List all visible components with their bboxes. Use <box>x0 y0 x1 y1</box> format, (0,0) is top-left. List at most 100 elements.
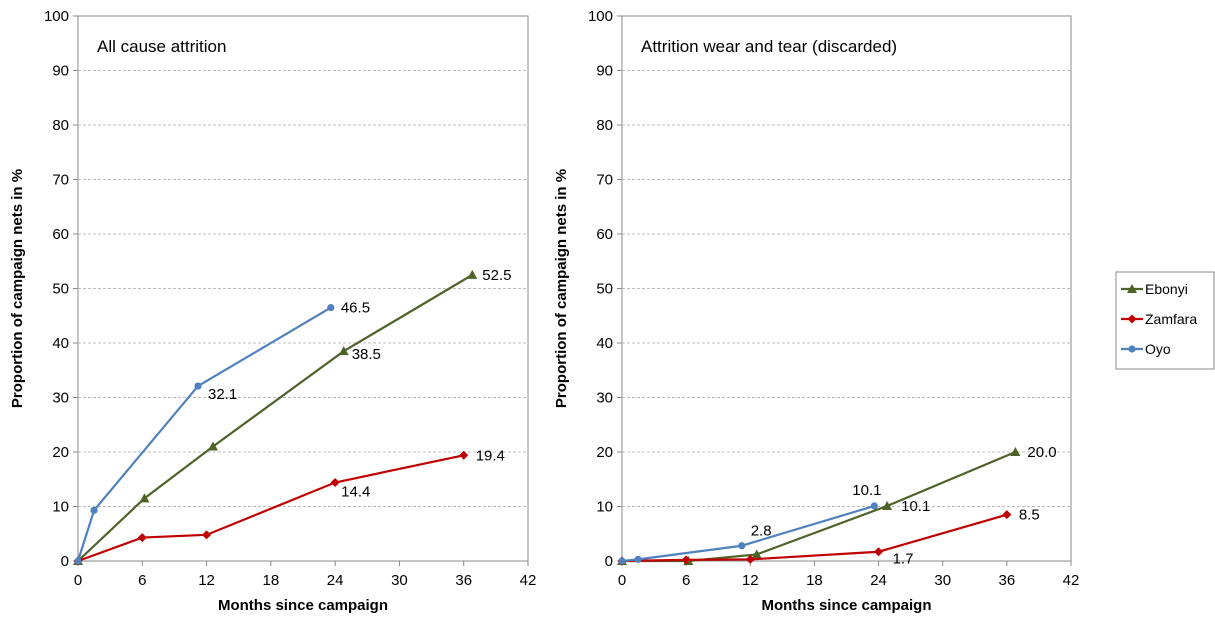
data-point-oyo <box>870 502 878 510</box>
data-point-ebonyi <box>467 269 478 279</box>
y-tick-label: 100 <box>588 8 613 25</box>
y-tick-label: 20 <box>596 444 613 461</box>
data-point-ebonyi <box>139 493 150 503</box>
data-point-oyo <box>74 557 82 565</box>
chart-1: 0 10 20 30 40 50 60 70 80 90 100 0 6 12 18 24 30 36 42 Mont… <box>9 8 536 614</box>
chart-title: Attrition wear and tear (discarded) <box>641 37 897 56</box>
chart-title: All cause attrition <box>97 37 226 56</box>
data-point-ebonyi <box>751 549 762 559</box>
legend-swatch-marker <box>1128 345 1136 353</box>
data-label: 38.5 <box>352 346 381 363</box>
data-point-ebonyi <box>882 500 893 510</box>
legend-swatch-marker <box>1127 314 1137 324</box>
y-tick-label: 80 <box>596 117 613 134</box>
data-label: 10.1 <box>852 482 881 499</box>
x-tick-label: 36 <box>455 572 472 589</box>
data-label: 20.0 <box>1027 444 1056 461</box>
y-tick-label: 60 <box>52 226 69 243</box>
y-tick-label: 50 <box>596 281 613 298</box>
chart-2: 0 10 20 30 40 50 60 70 80 90 100 0 6 12 18 24 30 36 42 Mont… <box>553 8 1079 614</box>
y-tick-label: 70 <box>596 172 613 189</box>
data-point-zamfara <box>681 555 691 565</box>
y-tick-label: 60 <box>596 226 613 243</box>
x-tick-label: 18 <box>806 572 823 589</box>
x-axis-title: Months since campaign <box>761 597 931 614</box>
data-point-ebonyi <box>338 346 349 356</box>
series-line-oyo <box>76 306 332 562</box>
series-zamfara: 14.4 19.4 <box>73 447 505 566</box>
data-point-oyo <box>327 303 335 312</box>
data-point-oyo <box>634 555 642 563</box>
x-tick-label: 42 <box>520 572 537 589</box>
y-tick-label: 40 <box>596 335 613 352</box>
data-point-oyo <box>618 557 626 565</box>
y-tick-label: 70 <box>52 172 69 189</box>
y-tick-label: 10 <box>52 499 69 516</box>
x-tick-label: 30 <box>934 572 951 589</box>
data-point-zamfara <box>330 478 340 488</box>
series-ebonyi: 10.1 20.0 <box>617 444 1057 565</box>
data-label: 10.1 <box>901 498 930 515</box>
x-tick-label: 42 <box>1063 572 1080 589</box>
series-line-oyo <box>621 504 875 563</box>
y-axis-title: Proportion of campaign nets in % <box>553 169 570 408</box>
data-label: 14.4 <box>341 484 370 501</box>
y-tick-label: 90 <box>596 63 613 80</box>
y-tick-label: 80 <box>52 117 69 134</box>
legend: Ebonyi Zamfara Oyo <box>1115 271 1215 370</box>
data-point-zamfara <box>745 554 755 564</box>
x-tick-label: 36 <box>999 572 1016 589</box>
y-tick-label: 30 <box>596 390 613 407</box>
series-line-zamfara <box>77 454 464 563</box>
y-tick-label: 0 <box>605 553 613 570</box>
data-point-oyo <box>194 382 202 390</box>
x-tick-label: 18 <box>263 572 280 589</box>
data-point-oyo <box>738 542 746 550</box>
data-point-ebonyi <box>1010 447 1021 456</box>
data-point-zamfara <box>1002 510 1012 520</box>
legend-label: Oyo <box>1145 341 1171 357</box>
data-point-oyo <box>90 506 98 514</box>
data-point-zamfara <box>137 533 147 543</box>
data-label: 19.4 <box>476 447 505 464</box>
data-point-zamfara <box>202 530 212 540</box>
series-line-ebonyi <box>77 273 473 562</box>
y-tick-label: 90 <box>52 63 69 80</box>
y-tick-label: 20 <box>52 444 69 461</box>
data-point-zamfara <box>459 450 469 460</box>
series-ebonyi: 38.5 52.5 <box>73 267 511 565</box>
legend-item-oyo: Oyo <box>1121 341 1171 357</box>
x-tick-label: 6 <box>682 572 690 589</box>
x-tick-label: 24 <box>870 572 887 589</box>
y-tick-label: 50 <box>52 281 69 298</box>
legend-swatch-marker <box>1127 284 1137 293</box>
legend-item-ebonyi: Ebonyi <box>1121 281 1188 297</box>
data-label: 2.8 <box>751 523 772 540</box>
series-oyo: 32.1 46.5 <box>74 300 370 565</box>
x-tick-label: 30 <box>391 572 408 589</box>
x-tick-label: 6 <box>138 572 146 589</box>
data-label: 52.5 <box>482 267 511 284</box>
series-zamfara: 1.7 8.5 <box>617 507 1040 568</box>
data-point-zamfara <box>874 547 884 557</box>
data-label: 46.5 <box>341 300 370 317</box>
y-tick-label: 0 <box>61 553 69 570</box>
x-tick-label: 0 <box>618 572 626 589</box>
data-label: 8.5 <box>1019 507 1040 524</box>
y-tick-label: 40 <box>52 335 69 352</box>
y-tick-label: 10 <box>596 499 613 516</box>
x-tick-label: 0 <box>74 572 82 589</box>
y-tick-label: 30 <box>52 390 69 407</box>
legend-label: Zamfara <box>1145 311 1197 327</box>
y-tick-label: 100 <box>44 8 69 25</box>
legend-label: Ebonyi <box>1145 281 1188 297</box>
x-tick-label: 12 <box>198 572 215 589</box>
x-axis-title: Months since campaign <box>218 597 388 614</box>
y-axis-title: Proportion of campaign nets in % <box>9 169 26 408</box>
data-label: 1.7 <box>893 551 914 568</box>
x-tick-label: 24 <box>327 572 344 589</box>
series-oyo: 2.8 10.1 <box>618 482 881 565</box>
legend-item-zamfara: Zamfara <box>1121 311 1197 327</box>
